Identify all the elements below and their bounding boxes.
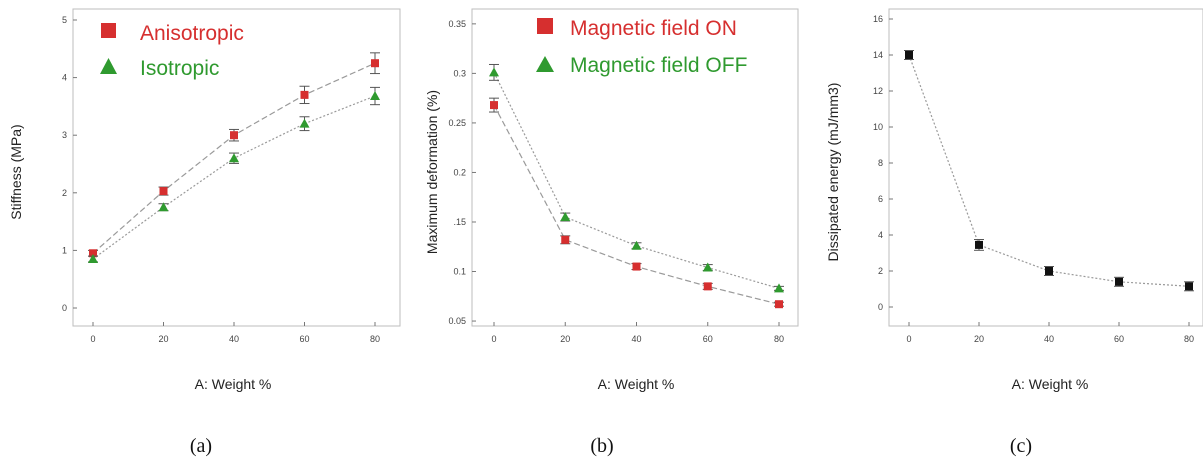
y-tick-label: .15 (453, 217, 466, 227)
data-point-square (1115, 277, 1123, 286)
x-tick-label: 80 (1184, 334, 1194, 344)
data-point-square (975, 240, 983, 249)
y-axis-title-a: Stiffness (MPa) (8, 124, 24, 219)
y-tick-label: 0.1 (453, 267, 466, 277)
y-tick-label: 14 (873, 50, 883, 60)
data-point-triangle (88, 254, 98, 264)
y-tick-label: 1 (62, 245, 67, 255)
y-tick-label: 8 (878, 158, 883, 168)
data-point-triangle (489, 67, 499, 77)
data-point-square (89, 249, 97, 258)
legend-label-isotropic: Isotropic (140, 57, 219, 80)
y-axis-title-c: Dissipated energy (mJ/mm3) (825, 83, 841, 262)
y-tick-label: 0.35 (448, 19, 466, 29)
data-point-square (300, 90, 309, 99)
data-point-square (490, 101, 498, 110)
series-line (908, 54, 1190, 287)
y-tick-label: 0 (878, 302, 883, 312)
y-tick-label: 0 (62, 303, 67, 313)
y-tick-label: 12 (873, 86, 883, 96)
x-tick-label: 0 (906, 334, 911, 344)
data-point-triangle (702, 262, 713, 272)
x-tick-label: 40 (1044, 334, 1054, 344)
legend-label-anisotropic: Anisotropic (140, 22, 244, 45)
caption-a: (a) (190, 435, 212, 457)
data-point-square (371, 59, 379, 68)
x-tick-label: 40 (631, 334, 641, 344)
legend-marker-square-b (537, 18, 553, 34)
data-point-triangle (631, 240, 642, 250)
y-tick-label: 2 (878, 266, 883, 276)
data-point-square (905, 51, 913, 59)
data-point-square (775, 300, 783, 309)
x-tick-label: 20 (158, 334, 168, 344)
x-tick-label: 20 (560, 334, 570, 344)
y-tick-label: 2 (62, 188, 67, 198)
y-tick-label: 4 (62, 73, 67, 83)
panel-a: 0 1 2 3 4 5 0 20 40 60 80 Stiffness (MPa) A: Weigh… (8, 8, 401, 457)
plot-frame (888, 8, 1203, 327)
plot-area-c: 0 2 4 6 8 10 12 14 16 0 20 40 60 80 (873, 8, 1203, 344)
x-tick-label: 0 (90, 334, 95, 344)
caption-c: (c) (1010, 435, 1032, 457)
data-point-triangle (370, 91, 380, 101)
data-point-square (159, 187, 168, 196)
data-point-triangle (560, 212, 571, 222)
y-tick-label: 5 (62, 15, 67, 25)
x-axis-title-b: A: Weight % (598, 376, 675, 392)
y-tick-label: 6 (878, 194, 883, 204)
x-tick-label: 80 (370, 334, 380, 344)
legend-label-field-off: Magnetic field OFF (570, 54, 747, 77)
x-tick-label: 60 (299, 334, 309, 344)
data-point-square (230, 131, 238, 140)
panel-c: 0 2 4 6 8 10 12 14 16 0 20 40 60 80 Dissipated energy… (825, 8, 1203, 457)
y-tick-label: 10 (873, 122, 883, 132)
y-tick-label: 3 (62, 130, 67, 140)
plot-frame (72, 8, 401, 327)
x-axis-title-a: A: Weight % (195, 376, 272, 392)
x-tick-label: 60 (703, 334, 713, 344)
y-tick-label: 16 (873, 14, 883, 24)
plot-area-a: 0 1 2 3 4 5 0 20 40 60 80 (62, 8, 401, 344)
y-tick-label: 0.25 (448, 118, 466, 128)
data-point-square (1185, 282, 1193, 291)
y-axis-title-b: Maximum deformation (%) (424, 90, 440, 254)
caption-b: (b) (590, 435, 613, 457)
series-line (493, 104, 780, 305)
x-tick-label: 0 (491, 334, 496, 344)
data-point-square (1045, 267, 1053, 275)
x-tick-label: 60 (1114, 334, 1124, 344)
series-line (493, 72, 780, 289)
plot-frame (471, 8, 799, 327)
data-point-triangle (299, 118, 310, 128)
legend-marker-triangle-a (100, 58, 117, 74)
plot-area-b: 0.05 0.1 .15 0.2 0.25 0.3 0.35 0 20 40 60 80 (448, 8, 799, 344)
data-point-square (703, 282, 712, 291)
y-tick-label: 4 (878, 230, 883, 240)
data-point-triangle (158, 202, 169, 212)
x-tick-label: 40 (229, 334, 239, 344)
x-tick-label: 80 (774, 334, 784, 344)
x-axis-title-c: A: Weight % (1012, 376, 1089, 392)
legend-label-field-on: Magnetic field ON (570, 17, 737, 40)
legend-marker-triangle-b (536, 56, 554, 72)
data-point-triangle (229, 153, 239, 163)
data-point-square (632, 262, 641, 271)
y-tick-label: 0.3 (453, 68, 466, 78)
x-tick-label: 20 (974, 334, 984, 344)
data-point-triangle (774, 283, 784, 293)
panel-b: 0.05 0.1 .15 0.2 0.25 0.3 0.35 0 20 40 60 80 Maximu… (424, 8, 799, 457)
y-tick-label: 0.2 (453, 167, 466, 177)
legend-marker-square-a (101, 23, 116, 38)
y-tick-label: 0.05 (448, 316, 466, 326)
data-point-square (561, 235, 570, 244)
series-line (92, 95, 376, 260)
